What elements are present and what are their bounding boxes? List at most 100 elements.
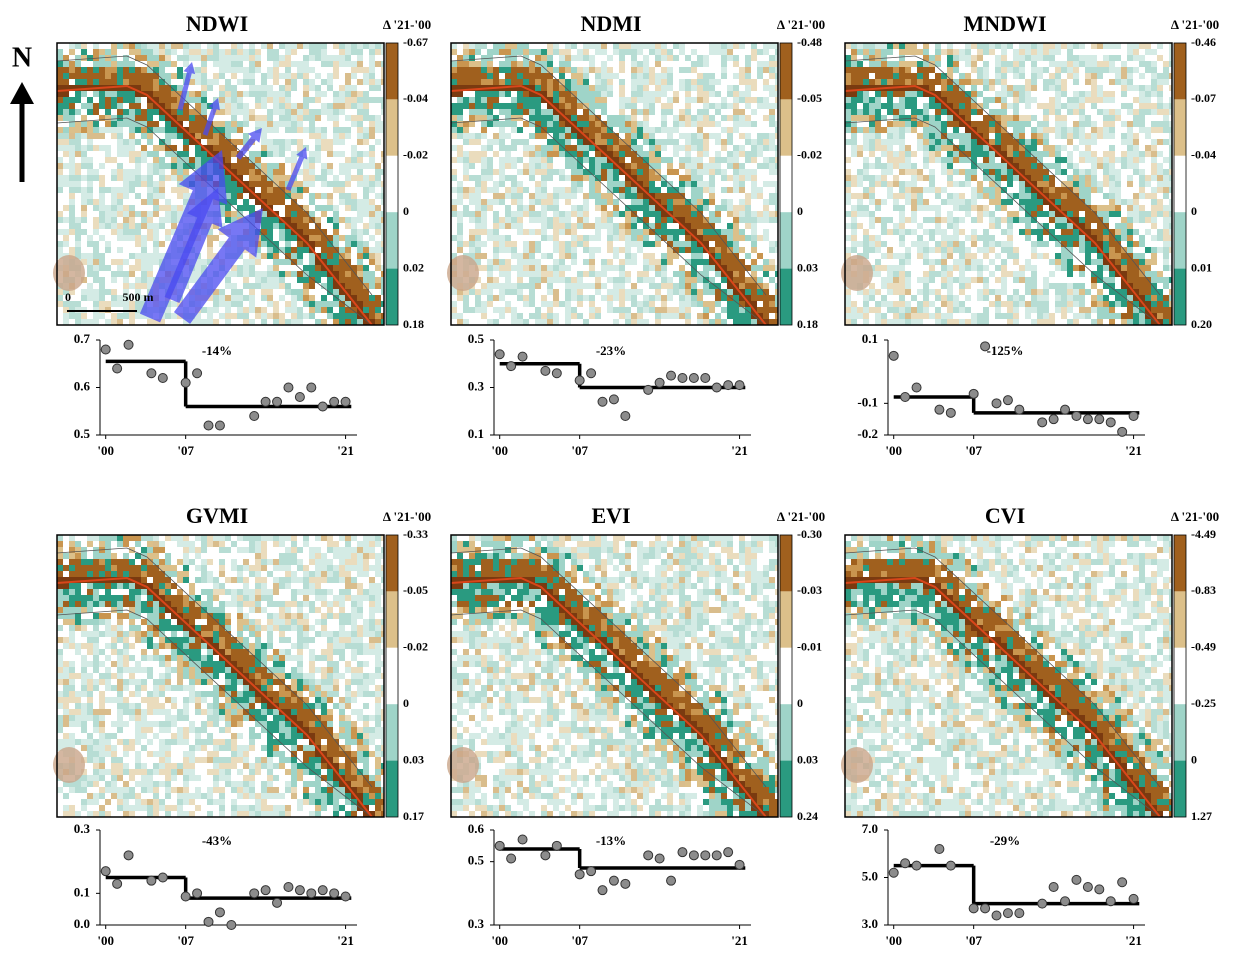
map-pixel <box>267 109 273 115</box>
map-pixel <box>577 91 583 97</box>
map-pixel <box>363 109 369 115</box>
map-pixel <box>195 73 201 79</box>
map-pixel <box>135 223 141 229</box>
map-pixel <box>625 115 631 121</box>
map-pixel <box>201 103 207 109</box>
map-pixel <box>255 265 261 271</box>
map-pixel <box>183 43 189 49</box>
map-pixel <box>117 223 123 229</box>
map-pixel <box>463 43 469 49</box>
map-pixel <box>345 133 351 139</box>
map-pixel <box>123 169 129 175</box>
map-pixel <box>685 49 691 55</box>
map-pixel <box>697 91 703 97</box>
map-pixel <box>685 109 691 115</box>
map-pixel <box>57 139 63 145</box>
map-pixel <box>159 85 165 91</box>
map-pixel <box>75 217 81 223</box>
map-pixel <box>547 91 553 97</box>
map-pixel <box>171 157 177 163</box>
map-pixel <box>769 55 775 61</box>
map-pixel <box>339 229 345 235</box>
map-pixel <box>363 223 369 229</box>
map-pixel <box>57 103 63 109</box>
map-pixel <box>535 67 541 73</box>
map-pixel <box>613 85 619 91</box>
map-pixel <box>153 199 159 205</box>
map-pixel <box>715 73 721 79</box>
map-pixel <box>369 283 375 289</box>
map-pixel <box>159 73 165 79</box>
map-pixel <box>757 67 763 73</box>
map-pixel <box>261 187 267 193</box>
map-pixel <box>195 121 201 127</box>
map-pixel <box>141 115 147 121</box>
map-pixel <box>63 181 69 187</box>
map-pixel <box>375 169 381 175</box>
map-pixel <box>745 97 751 103</box>
map-pixel <box>243 199 249 205</box>
map-pixel <box>577 43 583 49</box>
map-pixel <box>757 49 763 55</box>
map-pixel <box>487 103 493 109</box>
map-pixel <box>159 115 165 121</box>
map-pixel <box>529 97 535 103</box>
map-pixel <box>141 49 147 55</box>
map-pixel <box>75 301 81 307</box>
map-pixel <box>243 175 249 181</box>
map-pixel <box>607 61 613 67</box>
map-pixel <box>333 55 339 61</box>
map-pixel <box>321 73 327 79</box>
map-pixel <box>345 175 351 181</box>
map-pixel <box>667 43 673 49</box>
map-pixel <box>327 235 333 241</box>
map-pixel <box>309 271 315 277</box>
map-pixel <box>243 271 249 277</box>
map-pixel <box>57 97 63 103</box>
map-pixel <box>339 49 345 55</box>
map-pixel <box>273 85 279 91</box>
map-pixel <box>363 61 369 67</box>
map-pixel <box>141 73 147 79</box>
map-pixel <box>63 229 69 235</box>
map-pixel <box>93 67 99 73</box>
map-pixel <box>481 67 487 73</box>
map-pixel <box>363 163 369 169</box>
map-pixel <box>655 91 661 97</box>
map-pixel <box>315 151 321 157</box>
map-pixel <box>195 79 201 85</box>
map-pixel <box>261 49 267 55</box>
map-pixel <box>339 265 345 271</box>
map-pixel <box>649 103 655 109</box>
map-pixel <box>123 205 129 211</box>
map-pixel <box>375 49 381 55</box>
map-pixel <box>351 217 357 223</box>
map-pixel <box>69 247 75 253</box>
map-pixel <box>63 43 69 49</box>
map-pixel <box>105 91 111 97</box>
map-pixel <box>357 229 363 235</box>
map-pixel <box>369 235 375 241</box>
map-pixel <box>219 319 225 325</box>
map-pixel <box>745 103 751 109</box>
map-pixel <box>273 55 279 61</box>
map-pixel <box>213 73 219 79</box>
map-pixel <box>457 43 463 49</box>
map-pixel <box>147 79 153 85</box>
map-pixel <box>315 91 321 97</box>
map-pixel <box>273 73 279 79</box>
map-pixel <box>249 79 255 85</box>
map-pixel <box>697 115 703 121</box>
map-pixel <box>99 319 105 325</box>
map-pixel <box>201 97 207 103</box>
map-pixel <box>249 199 255 205</box>
map-pixel <box>207 61 213 67</box>
map-pixel <box>357 223 363 229</box>
map-pixel <box>189 121 195 127</box>
map-pixel <box>745 73 751 79</box>
map-pixel <box>709 49 715 55</box>
map-pixel <box>267 91 273 97</box>
map-pixel <box>129 187 135 193</box>
colorbar-bin <box>386 43 398 99</box>
map-pixel <box>87 289 93 295</box>
